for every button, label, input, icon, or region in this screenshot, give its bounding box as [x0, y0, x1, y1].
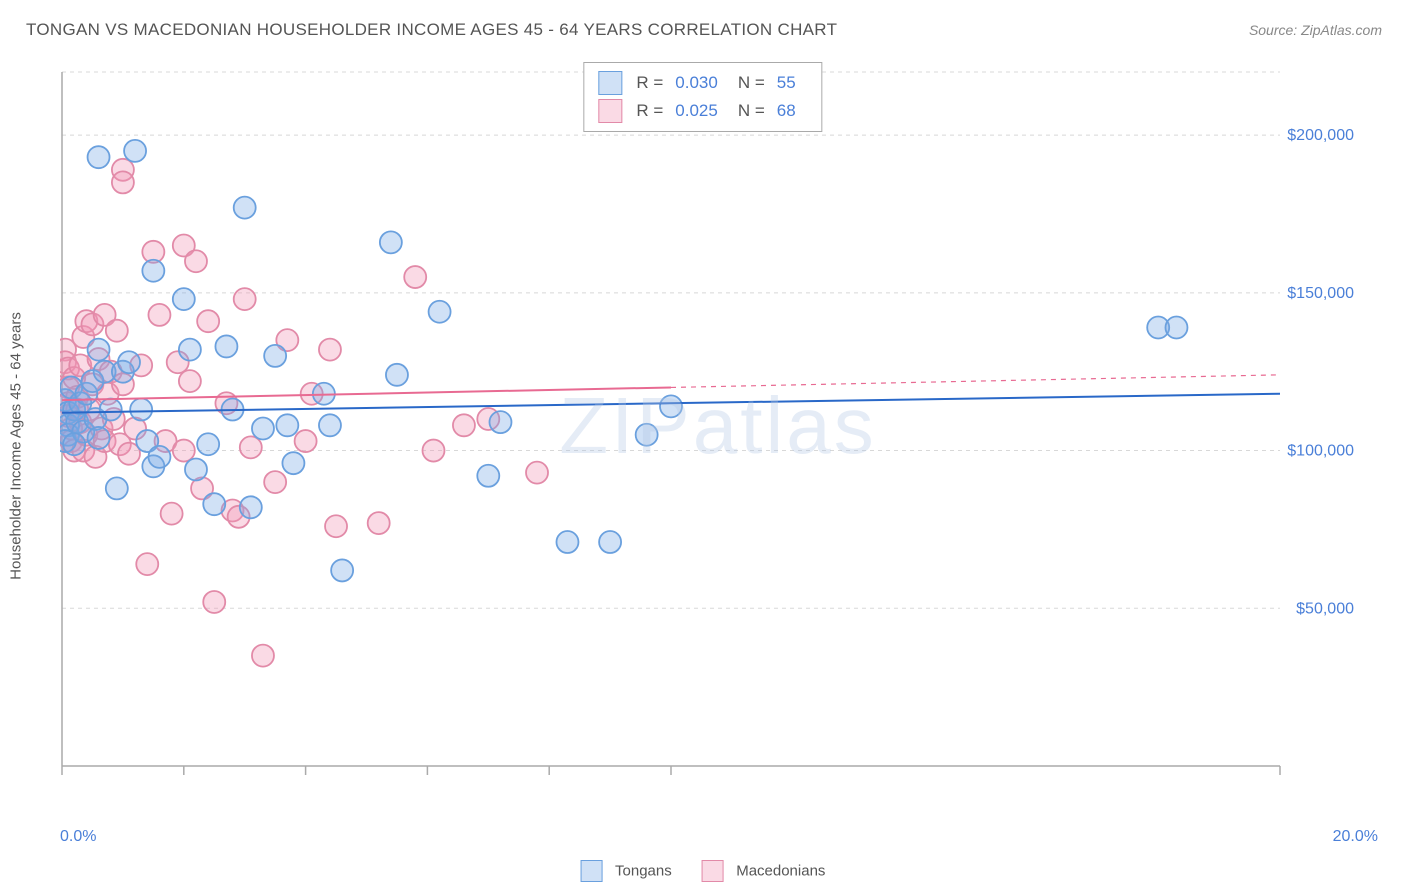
scatter-plot-svg: $50,000 $100,000 $150,000 $200,000: [60, 62, 1376, 790]
r-value: 0.030: [675, 73, 718, 93]
legend-row-macedonians: R = 0.025 N = 68: [598, 97, 807, 125]
n-label: N =: [738, 101, 765, 121]
correlation-legend: R = 0.030 N = 55 R = 0.025 N = 68: [583, 62, 822, 132]
y-axis-label: Householder Income Ages 45 - 64 years: [8, 312, 25, 580]
swatch-tongans-icon: [581, 860, 603, 882]
x-axis-start-label: 0.0%: [60, 828, 96, 846]
series-legend: Tongans Macedonians: [581, 860, 826, 882]
r-label: R =: [636, 101, 663, 121]
svg-text:$200,000: $200,000: [1287, 127, 1354, 144]
n-value: 68: [777, 101, 796, 121]
swatch-macedonians-icon: [598, 99, 622, 123]
svg-text:$50,000: $50,000: [1296, 600, 1354, 617]
legend-row-tongans: R = 0.030 N = 55: [598, 69, 807, 97]
r-value: 0.025: [675, 101, 718, 121]
source-attribution: Source: ZipAtlas.com: [1249, 22, 1382, 38]
swatch-macedonians-icon: [702, 860, 724, 882]
swatch-tongans-icon: [598, 71, 622, 95]
legend-item-tongans: Tongans: [581, 860, 672, 882]
n-label: N =: [738, 73, 765, 93]
svg-text:$100,000: $100,000: [1287, 443, 1354, 460]
x-axis-end-label: 20.0%: [1333, 828, 1378, 846]
n-value: 55: [777, 73, 796, 93]
chart-plot-area: ZIPatlas $50,000$100,000$150,000$200,000: [60, 62, 1376, 790]
legend-item-macedonians: Macedonians: [702, 860, 826, 882]
legend-label: Tongans: [615, 863, 672, 880]
legend-label: Macedonians: [736, 863, 825, 880]
r-label: R =: [636, 73, 663, 93]
chart-title: TONGAN VS MACEDONIAN HOUSEHOLDER INCOME …: [26, 20, 837, 40]
svg-text:$150,000: $150,000: [1287, 285, 1354, 302]
